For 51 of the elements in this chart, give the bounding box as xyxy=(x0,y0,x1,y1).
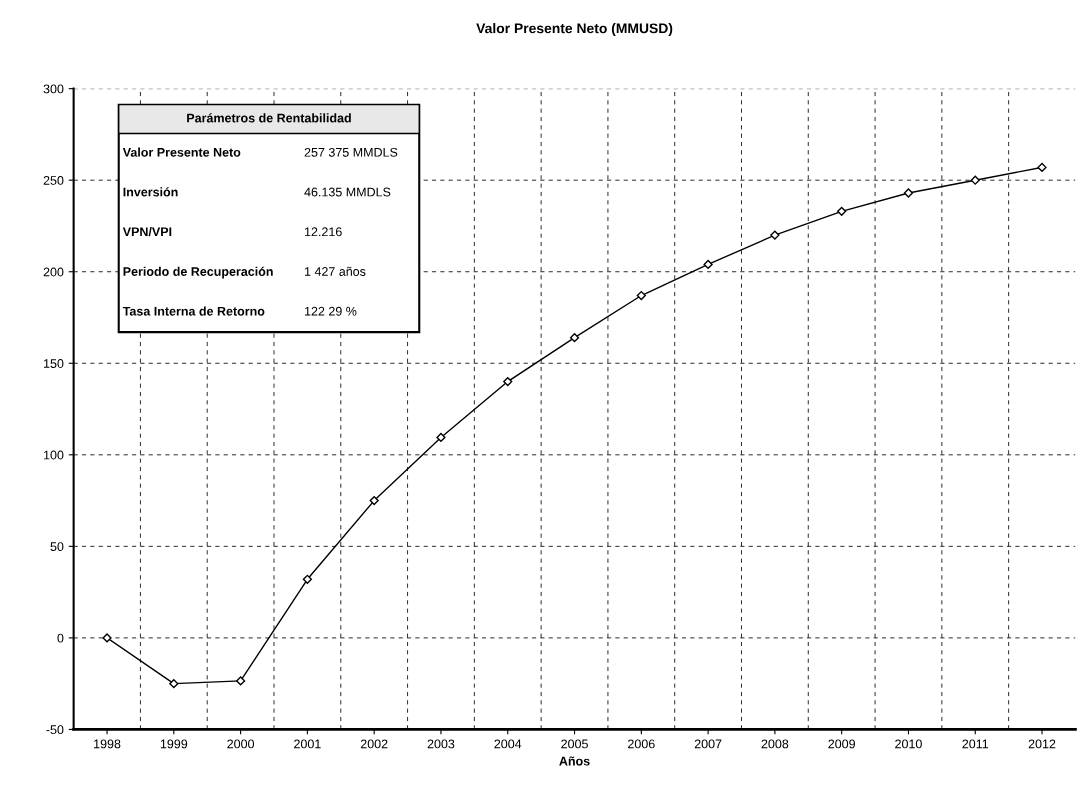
point xyxy=(903,188,914,198)
annotation: 46.135 MMDLS xyxy=(304,187,391,197)
point xyxy=(970,175,980,185)
annotation: VPN/VPI xyxy=(122,227,172,237)
x-tick-label: 2000 xyxy=(227,739,255,749)
annotation: Tasa Interna de Retorno xyxy=(122,306,265,316)
point xyxy=(503,376,513,387)
point xyxy=(636,290,646,301)
x-tick-label: 2001 xyxy=(294,739,321,749)
x-tick-label: 2010 xyxy=(895,739,922,749)
chart-title: Valor Presente Neto (MMUSD) xyxy=(476,23,673,36)
x-tick-label: 2005 xyxy=(561,739,588,749)
y-tick-label: -50 xyxy=(46,725,64,735)
point xyxy=(169,679,179,689)
x-tick-label: 2009 xyxy=(828,739,855,749)
point xyxy=(102,633,112,643)
point xyxy=(837,206,847,216)
x-tick-label: 2003 xyxy=(427,739,455,749)
annotation: Parámetros de Rentabilidad xyxy=(187,113,351,123)
y-tick-label: 150 xyxy=(44,359,64,368)
annotation: Inversión xyxy=(123,187,178,197)
y-tick-label: 200 xyxy=(43,267,64,277)
point xyxy=(302,574,313,584)
x-tick-label: 2012 xyxy=(1028,739,1056,749)
x-axis-title: Años xyxy=(559,756,590,766)
annotation: Periodo de Recuperación xyxy=(123,266,273,279)
x-tick-label: 1999 xyxy=(160,739,188,749)
annotation: 1 427 años xyxy=(305,266,366,276)
point xyxy=(369,495,379,506)
y-tick-label: 300 xyxy=(43,84,64,94)
annotation: 12.216 xyxy=(305,227,342,237)
x-tick-label: 2011 xyxy=(962,739,989,749)
x-tick-label: 1998 xyxy=(94,739,121,749)
y-tick-label: 0 xyxy=(57,633,64,643)
point xyxy=(703,259,713,270)
annotation: Valor Presente Neto xyxy=(122,147,241,157)
point xyxy=(235,676,246,686)
x-tick-label: 2008 xyxy=(761,739,789,749)
x-tick-label: 2002 xyxy=(360,739,388,749)
x-tick-label: 2006 xyxy=(628,739,655,749)
x-tick-label: 2007 xyxy=(694,739,722,749)
y-tick-label: 100 xyxy=(44,450,64,460)
point xyxy=(1037,162,1047,173)
annotation: 122 29 % xyxy=(305,306,357,316)
point xyxy=(436,432,446,443)
point xyxy=(770,230,780,240)
y-tick-label: 50 xyxy=(50,542,64,552)
y-tick-label: 250 xyxy=(43,176,64,185)
point xyxy=(569,333,580,343)
annotation: 257 375 MMDLS xyxy=(304,147,398,157)
x-tick-label: 2004 xyxy=(494,739,522,749)
